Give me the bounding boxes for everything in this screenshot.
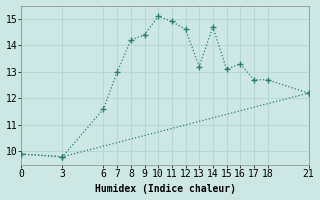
X-axis label: Humidex (Indice chaleur): Humidex (Indice chaleur) [94, 184, 236, 194]
